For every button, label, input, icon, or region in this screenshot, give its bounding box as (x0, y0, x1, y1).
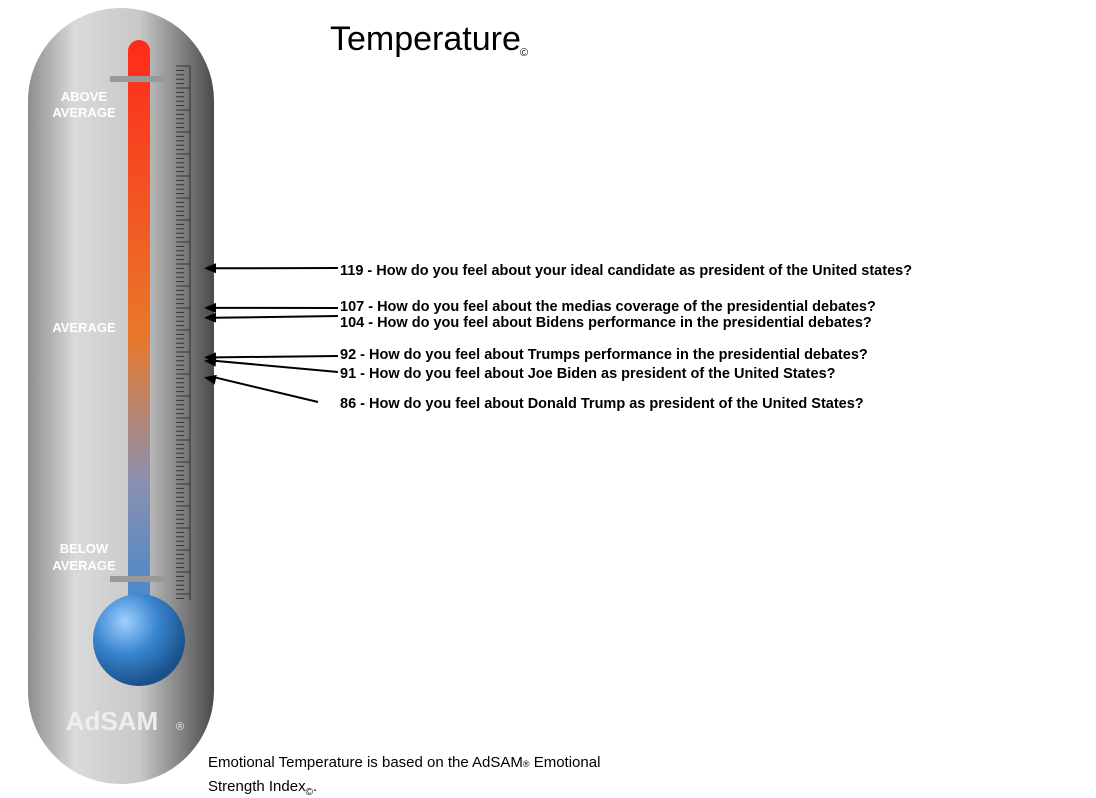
footer-mark: © (306, 787, 314, 798)
arrow-line (213, 359, 339, 373)
arrow-head (204, 312, 217, 323)
arrow-head (204, 374, 217, 385)
footer-text: Emotional Temperature is based on the Ad… (208, 754, 523, 771)
chart-title: Temperature (330, 20, 521, 58)
arrow-head (204, 302, 217, 313)
clamp (110, 76, 166, 82)
arrow-line (213, 376, 319, 403)
arrow-line (213, 315, 339, 319)
question-label: 119 - How do you feel about your ideal c… (340, 263, 912, 279)
title-mark: © (520, 47, 528, 59)
arrow-head (204, 356, 217, 367)
thermometer-tube (128, 40, 150, 630)
footer-text: Strength Index (208, 778, 306, 795)
zone-label: ABOVE (61, 89, 108, 104)
footer-text: . (313, 778, 317, 795)
footer-mark: ® (523, 759, 530, 769)
footer: Emotional Temperature is based on the Ad… (208, 754, 600, 771)
zone-label: AVERAGE (52, 105, 116, 120)
footer: Strength Index©. (208, 778, 317, 798)
arrow-head (204, 263, 217, 274)
question-label: 91 - How do you feel about Joe Biden as … (340, 366, 836, 382)
question-label: 86 - How do you feel about Donald Trump … (340, 396, 864, 412)
arrow-line (213, 355, 339, 359)
footer-text: Emotional (530, 754, 601, 771)
zone-label: AVERAGE (52, 558, 116, 573)
question-label: 107 - How do you feel about the medias c… (340, 299, 876, 315)
zone-label: AVERAGE (52, 320, 116, 335)
question-label: 92 - How do you feel about Trumps perfor… (340, 347, 868, 363)
thermometer-body (28, 8, 214, 784)
clamp (110, 576, 166, 582)
brand-mark: ® (176, 721, 184, 733)
thermometer-bulb (93, 594, 185, 686)
zone-label: BELOW (60, 541, 109, 556)
question-label: 104 - How do you feel about Bidens perfo… (340, 315, 872, 331)
brand: AdSAM (66, 706, 158, 736)
